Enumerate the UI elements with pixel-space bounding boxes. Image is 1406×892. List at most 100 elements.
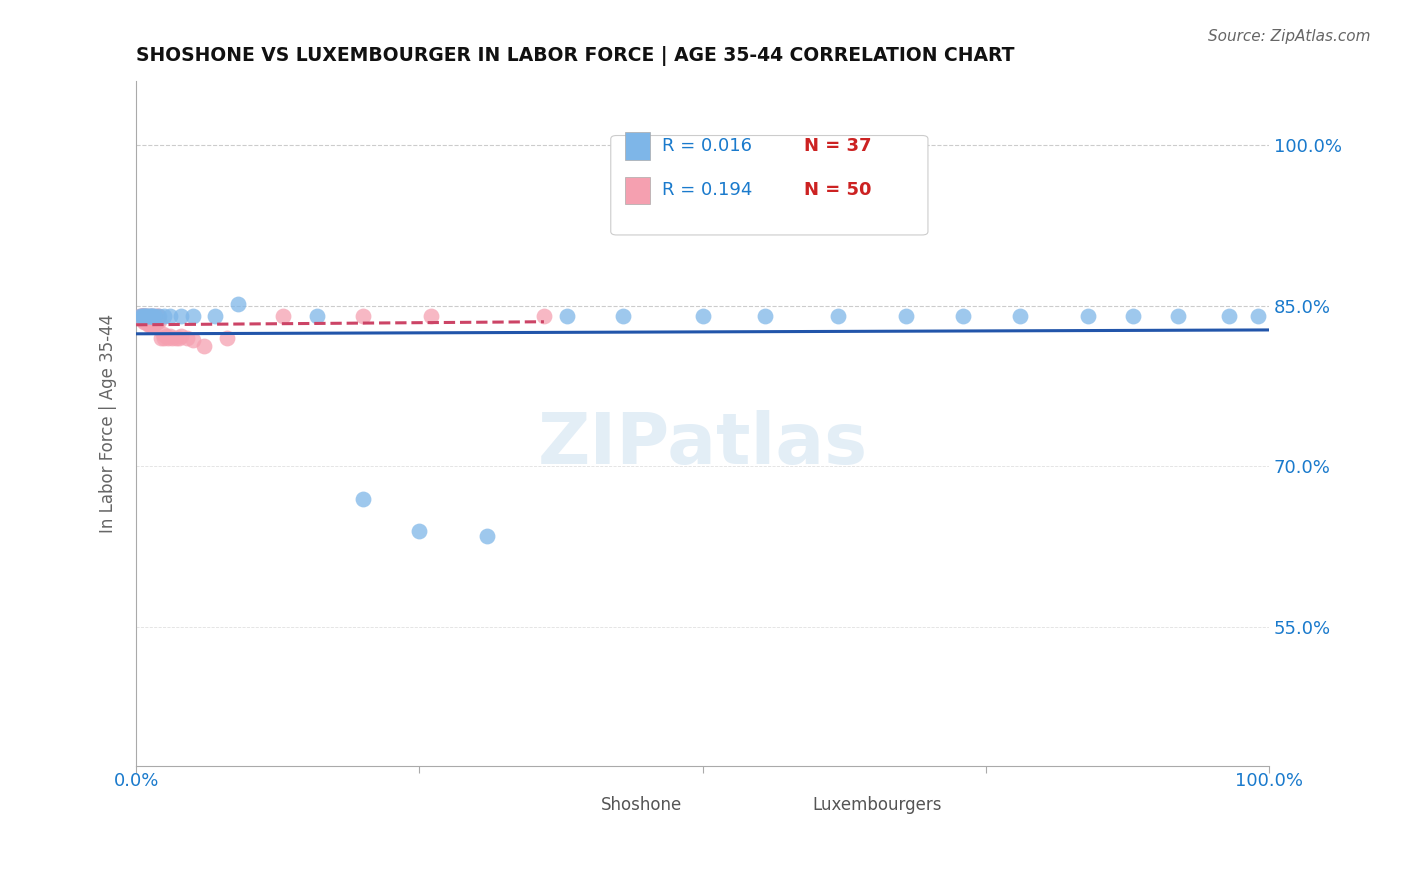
Point — [204, 310, 226, 324]
Point — [135, 314, 157, 328]
Point — [612, 310, 634, 324]
Point — [155, 328, 177, 343]
Text: ZIPatlas: ZIPatlas — [537, 409, 868, 479]
Point — [162, 331, 184, 345]
Point — [132, 310, 155, 324]
Text: SHOSHONE VS LUXEMBOURGER IN LABOR FORCE | AGE 35-44 CORRELATION CHART: SHOSHONE VS LUXEMBOURGER IN LABOR FORCE … — [136, 46, 1015, 66]
Point — [408, 524, 430, 538]
Point — [1122, 310, 1144, 324]
Point — [692, 310, 714, 324]
Point — [135, 310, 157, 324]
Point — [138, 314, 160, 328]
Point — [139, 310, 162, 324]
Point — [134, 315, 156, 329]
Point — [134, 311, 156, 326]
Point — [145, 310, 167, 324]
FancyBboxPatch shape — [564, 795, 593, 816]
Point — [1167, 310, 1189, 324]
Point — [132, 310, 155, 324]
Text: Shoshone: Shoshone — [600, 797, 682, 814]
Point — [170, 310, 193, 324]
Point — [555, 310, 578, 324]
Point — [128, 310, 150, 324]
Text: N = 37: N = 37 — [804, 136, 872, 155]
Point — [139, 311, 162, 326]
Point — [156, 331, 179, 345]
Point — [129, 310, 152, 324]
Text: 100.0%: 100.0% — [1234, 772, 1303, 789]
Point — [145, 315, 167, 329]
Point — [170, 328, 193, 343]
Point — [142, 310, 165, 324]
Text: Source: ZipAtlas.com: Source: ZipAtlas.com — [1208, 29, 1371, 45]
Point — [193, 339, 215, 353]
Point — [352, 491, 374, 506]
Point — [131, 310, 153, 324]
Point — [145, 310, 167, 324]
Point — [132, 315, 155, 329]
Text: N = 50: N = 50 — [804, 181, 872, 200]
Y-axis label: In Labor Force | Age 35-44: In Labor Force | Age 35-44 — [100, 314, 117, 533]
Point — [141, 314, 163, 328]
Point — [142, 310, 165, 324]
FancyBboxPatch shape — [626, 132, 651, 160]
Point — [159, 328, 181, 343]
FancyBboxPatch shape — [776, 795, 804, 816]
Point — [132, 310, 155, 324]
Point — [139, 310, 162, 324]
Point — [138, 315, 160, 329]
Point — [131, 310, 153, 324]
Point — [952, 310, 974, 324]
Point — [136, 311, 159, 326]
Point — [138, 310, 160, 324]
Point — [136, 315, 159, 329]
FancyBboxPatch shape — [626, 177, 651, 204]
Point — [138, 318, 160, 332]
Point — [135, 310, 157, 324]
Point — [419, 310, 441, 324]
Point — [138, 310, 160, 324]
FancyBboxPatch shape — [610, 136, 928, 235]
Point — [128, 310, 150, 324]
Point — [146, 310, 169, 324]
Point — [1008, 310, 1031, 324]
Point — [136, 310, 159, 324]
Point — [273, 310, 295, 324]
Point — [141, 310, 163, 324]
Point — [131, 310, 153, 324]
Point — [143, 311, 166, 326]
Point — [215, 331, 238, 345]
Point — [827, 310, 849, 324]
Point — [176, 331, 198, 345]
Point — [181, 333, 204, 347]
Point — [136, 310, 159, 324]
Point — [226, 296, 249, 310]
Point — [754, 310, 776, 324]
Point — [165, 331, 187, 345]
Point — [153, 310, 176, 324]
Point — [1218, 310, 1240, 324]
Point — [1077, 310, 1099, 324]
Point — [138, 318, 160, 332]
Point — [181, 310, 204, 324]
Point — [167, 331, 190, 345]
Point — [148, 314, 170, 328]
Point — [533, 310, 555, 324]
Point — [132, 311, 155, 326]
Point — [352, 310, 374, 324]
Point — [307, 310, 329, 324]
Point — [148, 310, 170, 324]
Point — [1246, 310, 1268, 324]
Point — [159, 310, 181, 324]
Point — [152, 326, 174, 341]
Text: R = 0.016: R = 0.016 — [662, 136, 752, 155]
Point — [150, 331, 173, 345]
Point — [134, 310, 156, 324]
Point — [145, 316, 167, 330]
Text: R = 0.194: R = 0.194 — [662, 181, 752, 200]
Text: Luxembourgers: Luxembourgers — [813, 797, 942, 814]
Text: 0.0%: 0.0% — [114, 772, 159, 789]
Point — [896, 310, 918, 324]
Point — [142, 317, 165, 331]
Point — [141, 319, 163, 334]
